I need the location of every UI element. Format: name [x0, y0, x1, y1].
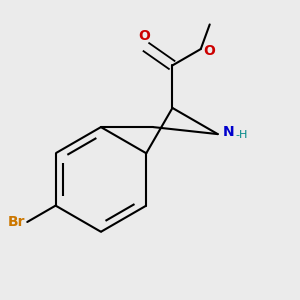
Text: Br: Br: [8, 215, 26, 229]
Text: N: N: [223, 125, 234, 140]
Text: -H: -H: [236, 130, 248, 140]
Text: O: O: [203, 44, 215, 58]
Text: O: O: [138, 29, 150, 43]
